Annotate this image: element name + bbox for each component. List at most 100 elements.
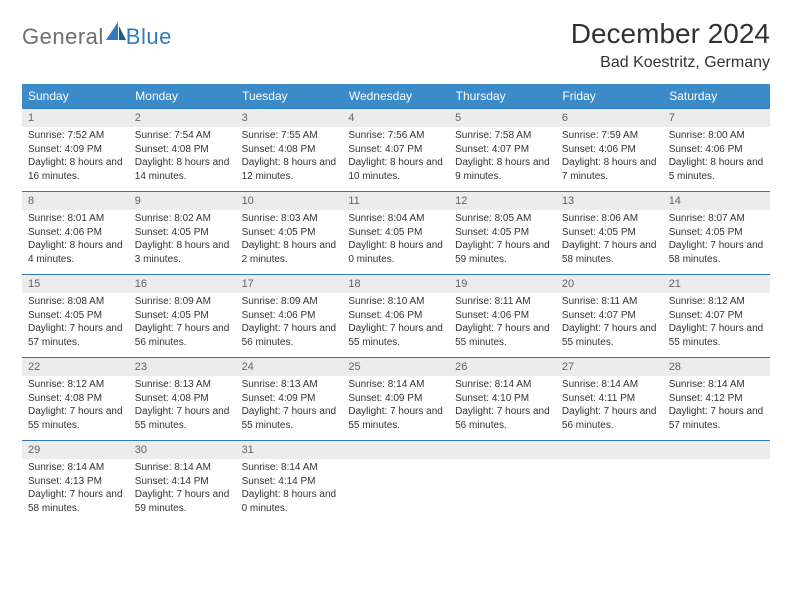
- day-number-cell: 1: [22, 109, 129, 128]
- week-detail-row: Sunrise: 8:14 AMSunset: 4:13 PMDaylight:…: [22, 459, 770, 523]
- day-number-cell: 5: [449, 109, 556, 128]
- day-number-cell: [342, 441, 449, 460]
- daylight-text: Daylight: 7 hours and 59 minutes.: [135, 488, 230, 515]
- daylight-text: Daylight: 7 hours and 56 minutes.: [562, 405, 657, 432]
- sunset-text: Sunset: 4:05 PM: [348, 226, 443, 240]
- day-number-cell: 13: [556, 192, 663, 211]
- day-detail-cell: Sunrise: 8:00 AMSunset: 4:06 PMDaylight:…: [663, 127, 770, 192]
- header: General Blue December 2024 Bad Koestritz…: [22, 18, 770, 72]
- day-detail-cell: Sunrise: 8:04 AMSunset: 4:05 PMDaylight:…: [342, 210, 449, 275]
- day-detail-cell: Sunrise: 7:54 AMSunset: 4:08 PMDaylight:…: [129, 127, 236, 192]
- week-daynum-row: 22232425262728: [22, 358, 770, 377]
- weekday-header-cell: Monday: [129, 84, 236, 109]
- sunrise-text: Sunrise: 8:14 AM: [669, 378, 764, 392]
- day-detail-cell: Sunrise: 8:14 AMSunset: 4:14 PMDaylight:…: [129, 459, 236, 523]
- sunset-text: Sunset: 4:08 PM: [28, 392, 123, 406]
- day-number-cell: 20: [556, 275, 663, 294]
- daylight-text: Daylight: 7 hours and 59 minutes.: [455, 239, 550, 266]
- sunrise-text: Sunrise: 8:08 AM: [28, 295, 123, 309]
- sunrise-text: Sunrise: 8:09 AM: [242, 295, 337, 309]
- day-number-cell: 23: [129, 358, 236, 377]
- logo-text-blue: Blue: [126, 24, 172, 50]
- day-number-cell: 9: [129, 192, 236, 211]
- sunrise-text: Sunrise: 8:11 AM: [455, 295, 550, 309]
- calendar-page: General Blue December 2024 Bad Koestritz…: [0, 0, 792, 523]
- day-number-cell: 18: [342, 275, 449, 294]
- week-daynum-row: 891011121314: [22, 192, 770, 211]
- sunset-text: Sunset: 4:09 PM: [28, 143, 123, 157]
- day-detail-cell: Sunrise: 8:09 AMSunset: 4:05 PMDaylight:…: [129, 293, 236, 358]
- day-detail-cell: Sunrise: 8:14 AMSunset: 4:14 PMDaylight:…: [236, 459, 343, 523]
- day-number-cell: 28: [663, 358, 770, 377]
- weekday-header-row: SundayMondayTuesdayWednesdayThursdayFrid…: [22, 84, 770, 109]
- sunrise-text: Sunrise: 7:54 AM: [135, 129, 230, 143]
- day-number-cell: 14: [663, 192, 770, 211]
- day-number-cell: 16: [129, 275, 236, 294]
- day-number-cell: 6: [556, 109, 663, 128]
- sunset-text: Sunset: 4:07 PM: [669, 309, 764, 323]
- week-daynum-row: 293031: [22, 441, 770, 460]
- day-number-cell: 4: [342, 109, 449, 128]
- sunrise-text: Sunrise: 8:12 AM: [669, 295, 764, 309]
- day-detail-cell: Sunrise: 8:12 AMSunset: 4:08 PMDaylight:…: [22, 376, 129, 441]
- day-number-cell: 12: [449, 192, 556, 211]
- week-detail-row: Sunrise: 8:01 AMSunset: 4:06 PMDaylight:…: [22, 210, 770, 275]
- day-number-cell: 10: [236, 192, 343, 211]
- week-detail-row: Sunrise: 7:52 AMSunset: 4:09 PM Daylight:…: [22, 127, 770, 192]
- sunrise-text: Sunrise: 8:14 AM: [455, 378, 550, 392]
- day-number-cell: 11: [342, 192, 449, 211]
- daylight-text: Daylight: 8 hours and 3 minutes.: [135, 239, 230, 266]
- sunset-text: Sunset: 4:09 PM: [348, 392, 443, 406]
- sunset-text: Sunset: 4:07 PM: [562, 309, 657, 323]
- sunrise-text: Sunrise: 8:07 AM: [669, 212, 764, 226]
- sunrise-text: Sunrise: 8:11 AM: [562, 295, 657, 309]
- day-detail-cell: Sunrise: 8:03 AMSunset: 4:05 PMDaylight:…: [236, 210, 343, 275]
- sunrise-text: Sunrise: 8:05 AM: [455, 212, 550, 226]
- day-number-cell: 15: [22, 275, 129, 294]
- daylight-text: Daylight: 7 hours and 55 minutes.: [242, 405, 337, 432]
- sunrise-text: Sunrise: 8:14 AM: [242, 461, 337, 475]
- sunset-text: Sunset: 4:08 PM: [242, 143, 337, 157]
- sunset-text: Sunset: 4:14 PM: [135, 475, 230, 489]
- day-number-cell: [663, 441, 770, 460]
- daylight-text: Daylight: 7 hours and 55 minutes.: [562, 322, 657, 349]
- week-daynum-row: 15161718192021: [22, 275, 770, 294]
- day-number-cell: 17: [236, 275, 343, 294]
- day-detail-cell: Sunrise: 8:09 AMSunset: 4:06 PMDaylight:…: [236, 293, 343, 358]
- daylight-text: Daylight: 7 hours and 56 minutes.: [455, 405, 550, 432]
- sunset-text: Sunset: 4:06 PM: [455, 309, 550, 323]
- sunrise-text: Sunrise: 8:14 AM: [348, 378, 443, 392]
- daylight-text: Daylight: 8 hours and 7 minutes.: [562, 156, 657, 183]
- sunrise-text: Sunrise: 7:52 AM: [28, 129, 123, 143]
- daylight-text: Daylight: 7 hours and 55 minutes.: [669, 322, 764, 349]
- sunset-text: Sunset: 4:06 PM: [669, 143, 764, 157]
- page-title: December 2024: [571, 18, 770, 50]
- logo: General Blue: [22, 18, 172, 52]
- weekday-header-cell: Thursday: [449, 84, 556, 109]
- day-detail-cell: Sunrise: 8:10 AMSunset: 4:06 PMDaylight:…: [342, 293, 449, 358]
- daylight-text: Daylight: 8 hours and 0 minutes.: [348, 239, 443, 266]
- day-detail-cell: Sunrise: 8:14 AMSunset: 4:10 PMDaylight:…: [449, 376, 556, 441]
- sunset-text: Sunset: 4:05 PM: [669, 226, 764, 240]
- logo-text-general: General: [22, 24, 104, 50]
- day-number-cell: 19: [449, 275, 556, 294]
- week-detail-row: Sunrise: 8:12 AMSunset: 4:08 PMDaylight:…: [22, 376, 770, 441]
- sunset-text: Sunset: 4:05 PM: [242, 226, 337, 240]
- sunset-text: Sunset: 4:05 PM: [135, 226, 230, 240]
- day-detail-cell: Sunrise: 8:11 AMSunset: 4:06 PMDaylight:…: [449, 293, 556, 358]
- sunrise-text: Sunrise: 8:13 AM: [135, 378, 230, 392]
- daylight-text: Daylight: 8 hours and 5 minutes.: [669, 156, 764, 183]
- day-detail-cell: [342, 459, 449, 523]
- sunset-text: Sunset: 4:06 PM: [28, 226, 123, 240]
- sunset-text: Sunset: 4:05 PM: [455, 226, 550, 240]
- sunrise-text: Sunrise: 7:58 AM: [455, 129, 550, 143]
- day-number-cell: 31: [236, 441, 343, 460]
- weekday-header-cell: Tuesday: [236, 84, 343, 109]
- daylight-text: Daylight: 7 hours and 56 minutes.: [242, 322, 337, 349]
- sunrise-text: Sunrise: 8:10 AM: [348, 295, 443, 309]
- daylight-text: Daylight: 7 hours and 55 minutes.: [28, 405, 123, 432]
- daylight-text: Daylight: 7 hours and 57 minutes.: [28, 322, 123, 349]
- daylight-text: Daylight: 8 hours and 9 minutes.: [455, 156, 550, 183]
- week-daynum-row: 1234567: [22, 109, 770, 128]
- weekday-header-cell: Friday: [556, 84, 663, 109]
